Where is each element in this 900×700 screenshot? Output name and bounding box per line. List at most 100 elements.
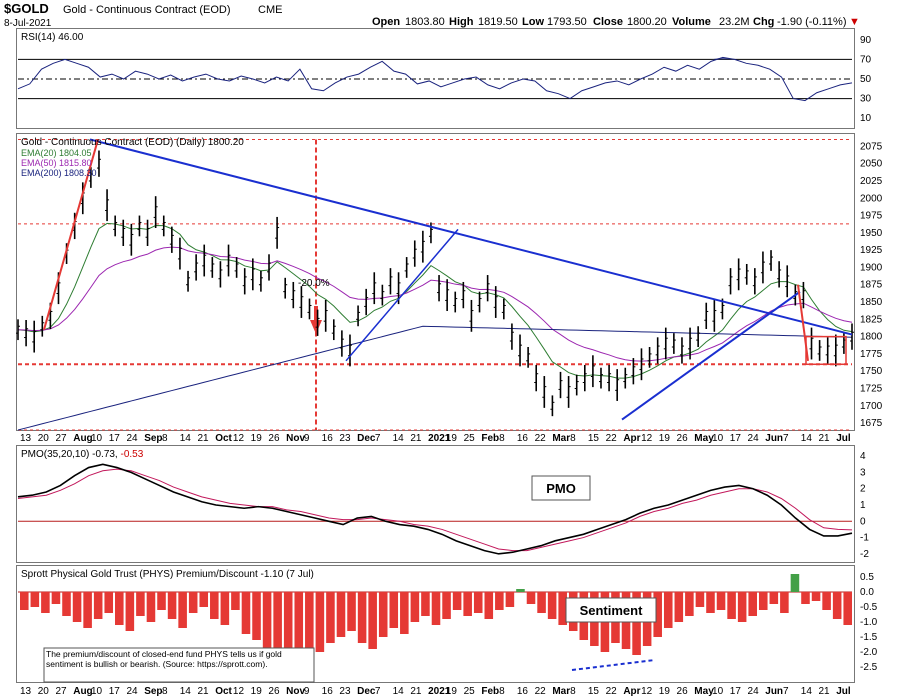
x-axis-label: 8	[162, 433, 168, 444]
phys-bar	[526, 592, 536, 604]
x-axis-label: 2021	[428, 686, 451, 697]
pmo-tick: 1	[860, 500, 866, 511]
phys-bar	[790, 574, 800, 592]
x-axis-label: 10	[91, 686, 103, 697]
phys-panel	[16, 565, 855, 683]
x-axis-label: 24	[126, 433, 138, 444]
x-axis-label: 12	[641, 686, 653, 697]
volume-label: Volume	[672, 16, 711, 28]
phys-note: The premium/discount of closed-end fund …	[46, 649, 282, 669]
phys-bar	[347, 592, 356, 631]
x-axis-label: Mar	[552, 433, 570, 444]
phys-bar	[727, 592, 736, 619]
instrument-name: Gold - Continuous Contract (EOD)	[63, 4, 231, 16]
x-axis-label: 23	[339, 433, 351, 444]
pmo-tick: 2	[860, 484, 866, 495]
phys-bar	[241, 592, 251, 634]
x-axis-label: May	[694, 433, 714, 444]
volume-value: 23.2M	[719, 16, 750, 28]
x-axis-label: 9	[304, 686, 310, 697]
pmo-panel	[16, 445, 855, 563]
phys-tick: -0.5	[860, 602, 878, 613]
phys-bar	[30, 592, 40, 607]
phys-bar	[442, 592, 451, 619]
price-tick: 2000	[860, 193, 883, 204]
x-axis-label: 19	[446, 433, 458, 444]
phys-bar	[695, 592, 705, 607]
phys-bar	[780, 592, 789, 613]
rsi-tick: 90	[860, 35, 872, 46]
x-axis-label: Feb	[481, 433, 499, 444]
x-axis-label: Jun	[765, 686, 783, 697]
price-panel	[16, 133, 855, 431]
x-axis-label: Oct	[215, 686, 232, 697]
pmo-box-text: PMO	[546, 481, 576, 496]
pmo-tick: -2	[860, 549, 869, 560]
x-axis-label: 7	[783, 433, 789, 444]
pmo-tick: 3	[860, 467, 866, 478]
phys-bar	[336, 592, 346, 637]
x-axis-label: 12	[233, 686, 245, 697]
x-axis-label: 8	[162, 686, 168, 697]
x-axis-label: 7	[375, 686, 381, 697]
x-axis-label: 9	[304, 433, 310, 444]
x-axis-label: 10	[91, 433, 103, 444]
x-axis-label: 19	[251, 433, 263, 444]
phys-bar	[231, 592, 240, 610]
x-axis-label: 17	[109, 686, 121, 697]
phys-bar	[473, 592, 483, 613]
x-axis-label: 7	[783, 686, 789, 697]
pmo-line	[17, 463, 853, 555]
phys-bar	[315, 592, 325, 652]
x-axis-label: Apr	[623, 433, 640, 444]
price-tick: 1750	[860, 366, 883, 377]
phys-bar	[663, 592, 673, 628]
panel-frames	[16, 28, 855, 683]
x-axis-label: 27	[55, 686, 67, 697]
x-axis-label: 8	[570, 433, 576, 444]
phys-bar	[769, 592, 779, 604]
rsi-tick: 70	[860, 54, 872, 65]
low-value: 1793.50	[547, 16, 587, 28]
phys-label: Sprott Physical Gold Trust (PHYS) Premiu…	[21, 569, 314, 580]
open-value: 1803.80	[405, 16, 445, 28]
pmo-value: PMO(35,20,10) -0.73,	[21, 449, 121, 460]
phys-bar	[93, 592, 103, 619]
x-axis-label: 14	[801, 686, 813, 697]
phys-bar	[653, 592, 662, 637]
sentiment-box-text: Sentiment	[580, 603, 644, 618]
symbol: $GOLD	[4, 1, 49, 16]
x-axis-label: 21	[819, 686, 831, 697]
ema20-line	[17, 222, 853, 379]
x-axis-label: 8	[499, 433, 505, 444]
phys-bar	[146, 592, 156, 622]
phys-bar	[558, 592, 567, 625]
low-label: Low	[522, 16, 544, 28]
phys-bar	[484, 592, 494, 619]
x-axis-label: 12	[233, 433, 245, 444]
sentiment-box	[565, 597, 657, 623]
phys-bar	[167, 592, 177, 619]
pmo-label: PMO(35,20,10) -0.73, -0.53	[21, 449, 144, 460]
phys-bar	[262, 592, 272, 649]
x-axis-label: 16	[322, 686, 334, 697]
phys-bar	[41, 592, 50, 613]
x-axis-label: 8	[499, 686, 505, 697]
phys-bar	[431, 592, 441, 625]
phys-bar	[843, 592, 852, 625]
x-axis-label: 26	[268, 433, 280, 444]
x-axis-label: 16	[322, 433, 334, 444]
x-axis-label: 14	[393, 433, 405, 444]
phys-bar	[125, 592, 135, 631]
phys-bar	[51, 592, 61, 604]
rsi-label: RSI(14) 46.00	[21, 32, 84, 43]
x-axis-label: 22	[535, 686, 547, 697]
x-axis-label: 14	[180, 433, 192, 444]
x-axis-label: 19	[659, 433, 671, 444]
close-value: 1800.20	[627, 16, 667, 28]
price-tick: 2075	[860, 141, 883, 152]
x-axis-label: Nov	[286, 686, 305, 697]
phys-tick: -1.0	[860, 617, 878, 628]
rsi-tick: 50	[860, 74, 872, 85]
